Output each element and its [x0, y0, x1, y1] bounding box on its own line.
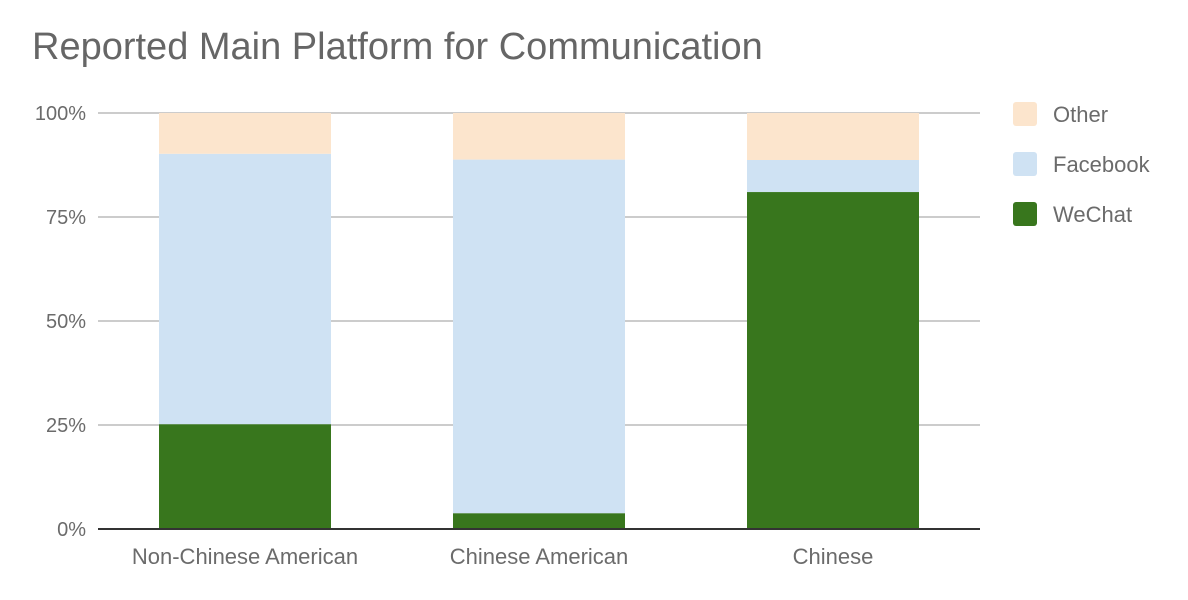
- bar-segment-facebook-2: [747, 160, 919, 193]
- legend-swatch-wechat: [1013, 202, 1037, 226]
- bar-segment-other-2: [747, 113, 919, 161]
- y-tick-label: 25%: [46, 415, 86, 437]
- legend-swatch-facebook: [1013, 152, 1037, 176]
- y-tick-label: 0%: [57, 519, 86, 541]
- bars: [159, 113, 919, 530]
- bar-segment-facebook-1: [453, 159, 625, 514]
- chart-title: Reported Main Platform for Communication: [32, 26, 763, 68]
- bar-segment-other-1: [453, 113, 625, 160]
- legend-label-facebook: Facebook: [1053, 152, 1151, 177]
- bar-segment-facebook-0: [159, 153, 331, 425]
- x-category-label: Non-Chinese American: [132, 544, 358, 569]
- bar-segment-wechat-1: [453, 513, 625, 529]
- bar-segment-wechat-2: [747, 192, 919, 530]
- x-category-label: Chinese American: [450, 544, 629, 569]
- y-tick-label: 75%: [46, 207, 86, 229]
- y-axis-ticks: 0% 25% 50% 75% 100%: [35, 103, 86, 541]
- legend-label-other: Other: [1053, 102, 1108, 127]
- y-tick-label: 50%: [46, 311, 86, 333]
- bar-segment-other-0: [159, 113, 331, 154]
- bar-segment-wechat-0: [159, 424, 331, 529]
- x-axis-categories: Non-Chinese American Chinese American Chin…: [132, 544, 873, 569]
- legend-swatch-other: [1013, 102, 1037, 126]
- legend: Other Facebook WeChat: [1013, 102, 1151, 227]
- x-category-label: Chinese: [793, 544, 874, 569]
- legend-label-wechat: WeChat: [1053, 202, 1132, 227]
- y-tick-label: 100%: [35, 103, 86, 125]
